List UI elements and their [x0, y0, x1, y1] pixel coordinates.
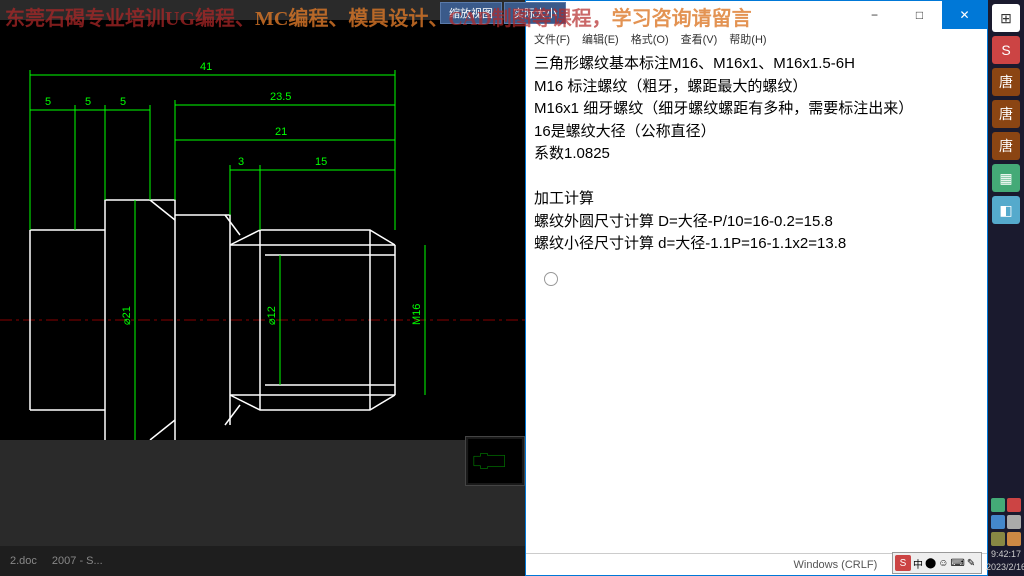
- menu-view[interactable]: 查看(V): [681, 31, 718, 47]
- tray-icon[interactable]: [1007, 515, 1021, 529]
- ime-icon[interactable]: ☺: [938, 558, 948, 569]
- ime-bar[interactable]: S 中 ⬤ ☺ ⌨ ✎: [892, 552, 982, 574]
- ime-logo-icon: S: [895, 555, 911, 571]
- taskbar-item[interactable]: 2007 - S...: [52, 555, 103, 567]
- notepad-content[interactable]: 三角形螺纹基本标注M16、M16x1、M16x1.5-6H M16 标注螺纹（粗…: [526, 49, 987, 553]
- dim-21: 21: [275, 126, 287, 138]
- dock-icon[interactable]: 唐: [992, 132, 1020, 160]
- dim-5c: 5: [120, 96, 126, 108]
- thumbnail[interactable]: [465, 436, 525, 486]
- maximize-button[interactable]: □: [897, 1, 942, 29]
- dim-d21: ⌀21: [121, 306, 133, 325]
- dim-d12: ⌀12: [266, 306, 278, 325]
- dock-icon[interactable]: 唐: [992, 100, 1020, 128]
- system-tray: 9:42:17 2023/2/16: [988, 406, 1024, 576]
- watermark-text: 东莞石碣专业培训UG编程、MC编程、模具设计、CAD制图等课程，学习咨询请留言: [5, 2, 752, 31]
- tray-icon[interactable]: [991, 532, 1005, 546]
- image-viewer: 41 23.5 21 15 3 5 5 5 ⌀21 ⌀12 M16: [0, 0, 525, 576]
- menu-edit[interactable]: 编辑(E): [582, 31, 619, 47]
- dim-3: 3: [238, 156, 244, 168]
- dim-m16: M16: [411, 304, 423, 325]
- ime-icon[interactable]: ✎: [967, 558, 975, 569]
- dock-icon[interactable]: 唐: [992, 68, 1020, 96]
- tray-icon[interactable]: [1007, 498, 1021, 512]
- tray-icon[interactable]: [991, 498, 1005, 512]
- text-cursor-icon: [544, 272, 558, 286]
- taskbar: 2.doc 2007 - S...: [0, 546, 525, 576]
- dim-5b: 5: [85, 96, 91, 108]
- menu-file[interactable]: 文件(F): [534, 31, 570, 47]
- dock-icon[interactable]: ▦: [992, 164, 1020, 192]
- minimize-button[interactable]: −: [852, 1, 897, 29]
- notepad-window: − □ ✕ 文件(F) 编辑(E) 格式(O) 查看(V) 帮助(H) 三角形螺…: [525, 0, 988, 576]
- clock-time[interactable]: 9:42:17: [991, 549, 1021, 559]
- dock-icon[interactable]: S: [992, 36, 1020, 64]
- dim-5a: 5: [45, 96, 51, 108]
- dock-icon[interactable]: ⊞: [992, 4, 1020, 32]
- menu-help[interactable]: 帮助(H): [729, 31, 766, 47]
- dim-15: 15: [315, 156, 327, 168]
- menu-format[interactable]: 格式(O): [631, 31, 669, 47]
- dim-41: 41: [200, 61, 212, 73]
- dim-23-5: 23.5: [270, 91, 291, 103]
- clock-date[interactable]: 2023/2/16: [986, 562, 1024, 572]
- ime-icon[interactable]: ⬤: [925, 558, 936, 569]
- cad-drawing[interactable]: 41 23.5 21 15 3 5 5 5 ⌀21 ⌀12 M16: [0, 20, 525, 440]
- notepad-menu: 文件(F) 编辑(E) 格式(O) 查看(V) 帮助(H): [526, 29, 987, 49]
- ime-icon[interactable]: ⌨: [950, 558, 964, 569]
- taskbar-item[interactable]: 2.doc: [10, 555, 37, 567]
- close-button[interactable]: ✕: [942, 1, 987, 29]
- tray-icon[interactable]: [1007, 532, 1021, 546]
- tray-icon[interactable]: [991, 515, 1005, 529]
- dock-icon[interactable]: ◧: [992, 196, 1020, 224]
